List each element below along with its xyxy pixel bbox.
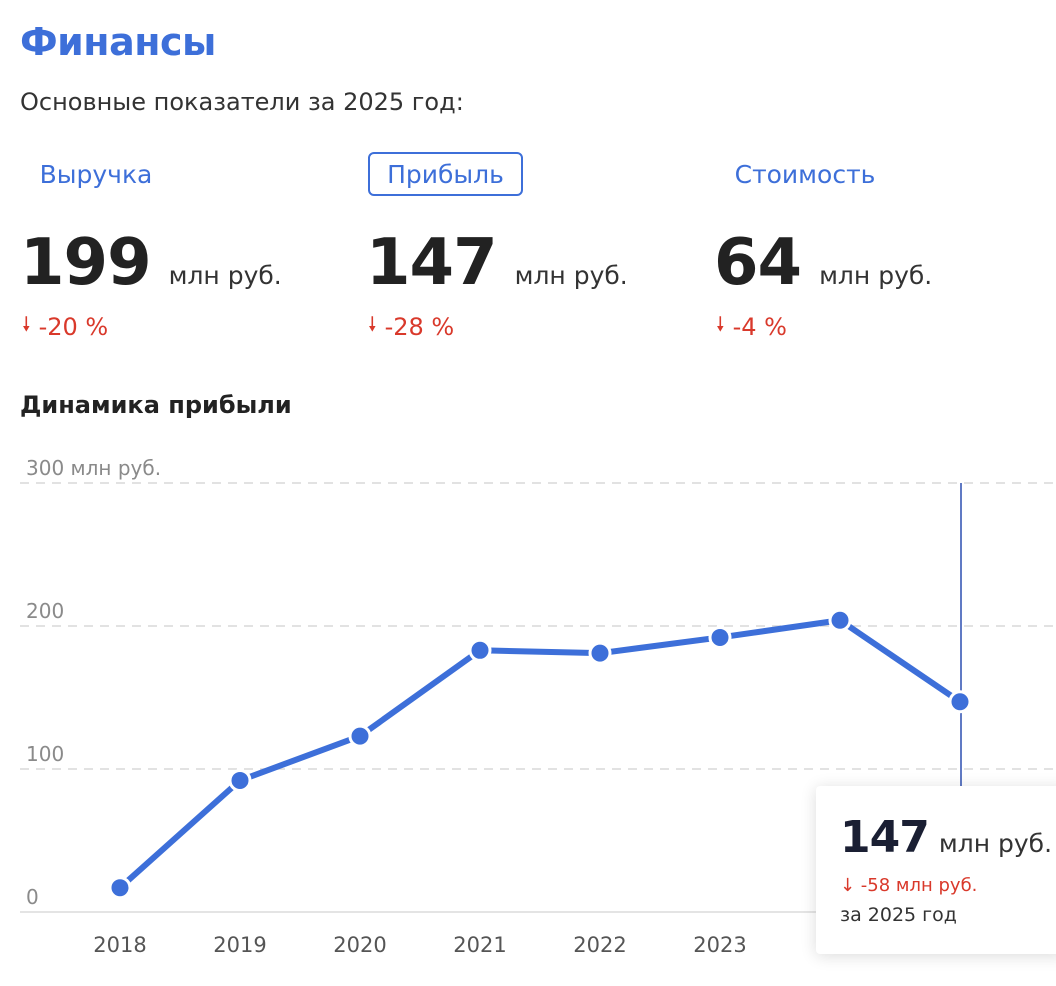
metric-cost-change: 🠗 -4 % [716,310,787,344]
tooltip-value: 147 [840,812,930,863]
tooltip-period: за 2025 год [840,904,957,926]
metric-revenue: 199 млн руб. [20,226,282,300]
arrow-down-icon: 🠗 [22,312,31,336]
x-tick-label-2023: 2023 [693,933,746,957]
tooltip-change: ↓ -58 млн руб. [840,875,978,896]
arrow-down-icon: 🠗 [368,312,377,336]
tab-cost[interactable]: Стоимость [734,159,876,189]
page-subtitle: Основные показатели за 2025 год: [20,88,464,116]
series-line [117,617,963,891]
metric-profit-change: 🠗 -28 % [368,310,454,344]
data-point-2018 [108,876,132,900]
data-point-2019 [228,768,252,792]
metric-revenue-unit: млн руб. [168,261,282,290]
data-point-2021 [468,638,492,662]
metric-cost: 64 млн руб. [714,226,932,300]
metric-profit: 147 млн руб. [366,226,628,300]
x-tick-label-2022: 2022 [573,933,626,957]
metric-profit-change-value: -28 % [384,313,455,341]
data-point-2024 [828,608,852,632]
data-point-2023 [708,625,732,649]
data-point-2020 [348,724,372,748]
metric-profit-unit: млн руб. [514,261,628,290]
metric-revenue-value: 199 [20,226,152,300]
data-point-2022 [588,641,612,665]
tab-profit[interactable]: Прибыль [368,152,523,196]
profit-line-chart: 0 100 200 300 млн руб. 2018 2019 2020 2021 2022 2… [20,456,1056,957]
metric-revenue-change-value: -20 % [38,313,109,341]
y-tick-label-100: 100 [26,742,64,766]
x-tick-label-2020: 2020 [333,933,386,957]
y-tick-label-300: 300 млн руб. [26,456,161,480]
tooltip-unit: млн руб. [938,829,1053,858]
chart-tooltip: 147 млн руб. ↓ -58 млн руб. за 2025 год [816,786,1056,954]
page-title: Финансы [20,20,216,64]
metric-profit-value: 147 [366,226,498,300]
arrow-down-icon: 🠗 [716,312,725,336]
metric-cost-value: 64 [714,226,802,300]
data-point-2025 [948,690,972,714]
x-tick-label-2019: 2019 [213,933,266,957]
y-tick-label-0: 0 [26,885,39,909]
x-tick-label-2018: 2018 [93,933,146,957]
tab-revenue[interactable]: Выручка [39,159,153,189]
metric-cost-unit: млн руб. [819,261,933,290]
metric-cost-change-value: -4 % [732,313,787,341]
y-tick-label-200: 200 [26,599,64,623]
metric-revenue-change: 🠗 -20 % [22,310,108,344]
x-tick-label-2021: 2021 [453,933,506,957]
chart-section-title: Динамика прибыли [20,391,292,419]
